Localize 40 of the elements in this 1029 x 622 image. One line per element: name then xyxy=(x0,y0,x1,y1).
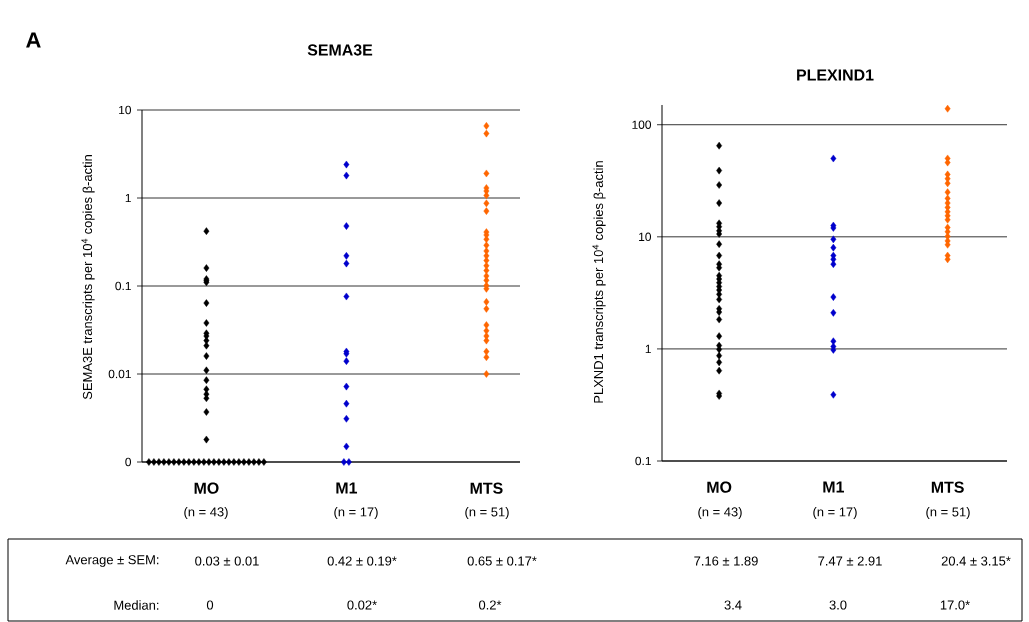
chart-title: PLEXIND1 xyxy=(797,69,874,81)
text: 0.42 ± 0.19* xyxy=(327,556,397,566)
x-tick-label: M1 xyxy=(336,482,358,494)
x-tick-label: M1 xyxy=(823,481,844,493)
text: 0.03 ± 0.01 xyxy=(195,556,259,566)
text: (n = 43) xyxy=(698,506,742,520)
y-axis-title: PLXND1 transcripts per 10$^{4}$ copies β-actin xyxy=(592,161,606,403)
y-axis-title: SEMA3E transcripts per 10$^{4}$ copies β-actin xyxy=(81,155,95,400)
text: 20.4 ± 3.15* xyxy=(941,556,1011,566)
x-tick-label: MTS xyxy=(470,482,503,494)
x-tick-label: MO xyxy=(194,482,219,494)
y-tick-label: 0.1 xyxy=(635,456,651,466)
y-tick-label: 100 xyxy=(632,120,652,129)
text: (n = 51) xyxy=(465,506,509,520)
chart-title: SEMA3E xyxy=(307,44,373,56)
text: 0.65 ± 0.17* xyxy=(467,556,537,566)
text: 0.02* xyxy=(347,600,377,610)
text: 3.4 xyxy=(724,600,742,610)
text: Average ± SEM: xyxy=(65,555,159,567)
text: A xyxy=(26,32,41,48)
y-tick-label: 0.1 xyxy=(115,281,131,291)
y-tick-label: 1 xyxy=(125,193,131,203)
y-tick-label: 0.01 xyxy=(108,369,131,379)
text: 0 xyxy=(206,600,214,610)
text: 7.47 ± 2.91 xyxy=(818,556,882,566)
y-tick-label: 1 xyxy=(645,344,651,354)
x-tick-label: MO xyxy=(707,481,732,493)
x-tick-label: MTS xyxy=(931,481,964,493)
y-tick-label: 10 xyxy=(639,232,652,242)
text: (n = 17) xyxy=(334,506,378,520)
text: (n = 43) xyxy=(184,506,228,520)
text: 17.0* xyxy=(940,600,970,610)
text: Median: xyxy=(114,600,159,610)
text: 0.2* xyxy=(478,600,502,610)
text: (n = 51) xyxy=(926,506,970,520)
text: 3.0 xyxy=(829,600,847,610)
text: 7.16 ± 1.89 xyxy=(694,556,758,566)
y-tick-label: 10 xyxy=(119,105,132,115)
text: (n = 17) xyxy=(813,506,857,520)
y-tick-label: 0 xyxy=(125,457,132,467)
